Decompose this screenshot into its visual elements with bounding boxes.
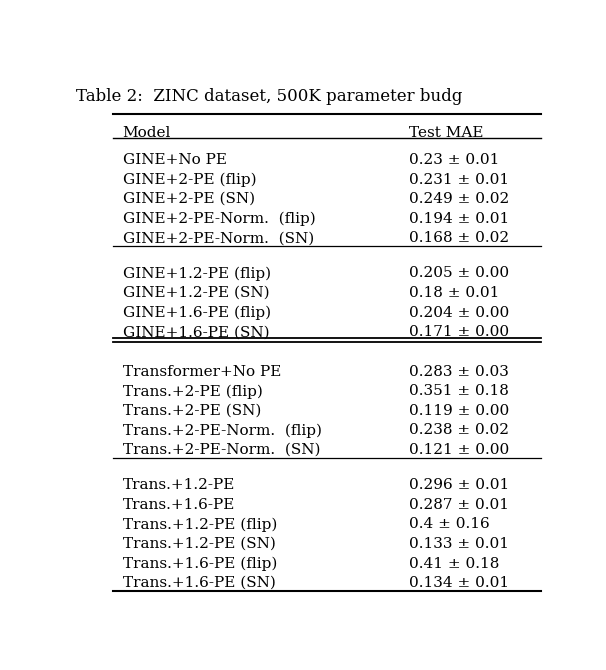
Text: Trans.+1.2-PE (flip): Trans.+1.2-PE (flip) [122,517,277,532]
Text: GINE+1.6-PE (SN): GINE+1.6-PE (SN) [122,326,269,339]
Text: GINE+1.6-PE (flip): GINE+1.6-PE (flip) [122,306,271,320]
Text: 0.133 ± 0.01: 0.133 ± 0.01 [409,537,509,551]
Text: Model: Model [122,127,171,140]
Text: 0.18 ± 0.01: 0.18 ± 0.01 [409,286,499,300]
Text: 0.171 ± 0.00: 0.171 ± 0.00 [409,326,509,339]
Text: 0.204 ± 0.00: 0.204 ± 0.00 [409,306,510,320]
Text: Trans.+1.2-PE (SN): Trans.+1.2-PE (SN) [122,537,276,551]
Text: 0.134 ± 0.01: 0.134 ± 0.01 [409,576,509,590]
Text: GINE+1.2-PE (flip): GINE+1.2-PE (flip) [122,267,271,281]
Text: Test MAE: Test MAE [409,127,484,140]
Text: Trans.+1.6-PE: Trans.+1.6-PE [122,498,235,512]
Text: Trans.+2-PE-Norm.  (flip): Trans.+2-PE-Norm. (flip) [122,423,322,438]
Text: 0.287 ± 0.01: 0.287 ± 0.01 [409,498,509,512]
Text: GINE+2-PE-Norm.  (flip): GINE+2-PE-Norm. (flip) [122,212,316,226]
Text: 0.168 ± 0.02: 0.168 ± 0.02 [409,231,509,245]
Text: 0.119 ± 0.00: 0.119 ± 0.00 [409,404,510,418]
Text: 0.296 ± 0.01: 0.296 ± 0.01 [409,478,510,492]
Text: 0.351 ± 0.18: 0.351 ± 0.18 [409,384,509,398]
Text: Table 2:  ZINC dataset, 500K parameter budg: Table 2: ZINC dataset, 500K parameter bu… [76,88,462,105]
Text: 0.238 ± 0.02: 0.238 ± 0.02 [409,423,509,438]
Text: GINE+2-PE-Norm.  (SN): GINE+2-PE-Norm. (SN) [122,231,314,245]
Text: GINE+2-PE (flip): GINE+2-PE (flip) [122,173,256,187]
Text: Trans.+1.6-PE (flip): Trans.+1.6-PE (flip) [122,557,277,571]
Text: 0.4 ± 0.16: 0.4 ± 0.16 [409,517,490,531]
Text: Transformer+No PE: Transformer+No PE [122,364,281,379]
Text: 0.41 ± 0.18: 0.41 ± 0.18 [409,557,499,571]
Text: 0.231 ± 0.01: 0.231 ± 0.01 [409,173,509,186]
Text: 0.121 ± 0.00: 0.121 ± 0.00 [409,443,510,457]
Text: Trans.+2-PE-Norm.  (SN): Trans.+2-PE-Norm. (SN) [122,443,320,457]
Text: Trans.+1.2-PE: Trans.+1.2-PE [122,478,235,492]
Text: 0.205 ± 0.00: 0.205 ± 0.00 [409,267,509,281]
Text: GINE+1.2-PE (SN): GINE+1.2-PE (SN) [122,286,269,300]
Text: 0.249 ± 0.02: 0.249 ± 0.02 [409,192,510,206]
Text: 0.23 ± 0.01: 0.23 ± 0.01 [409,153,499,167]
Text: 0.194 ± 0.01: 0.194 ± 0.01 [409,212,510,226]
Text: 0.283 ± 0.03: 0.283 ± 0.03 [409,364,509,379]
Text: Trans.+2-PE (flip): Trans.+2-PE (flip) [122,384,262,399]
Text: Trans.+1.6-PE (SN): Trans.+1.6-PE (SN) [122,576,276,590]
Text: GINE+No PE: GINE+No PE [122,153,227,167]
Text: GINE+2-PE (SN): GINE+2-PE (SN) [122,192,255,206]
Text: Trans.+2-PE (SN): Trans.+2-PE (SN) [122,404,261,418]
